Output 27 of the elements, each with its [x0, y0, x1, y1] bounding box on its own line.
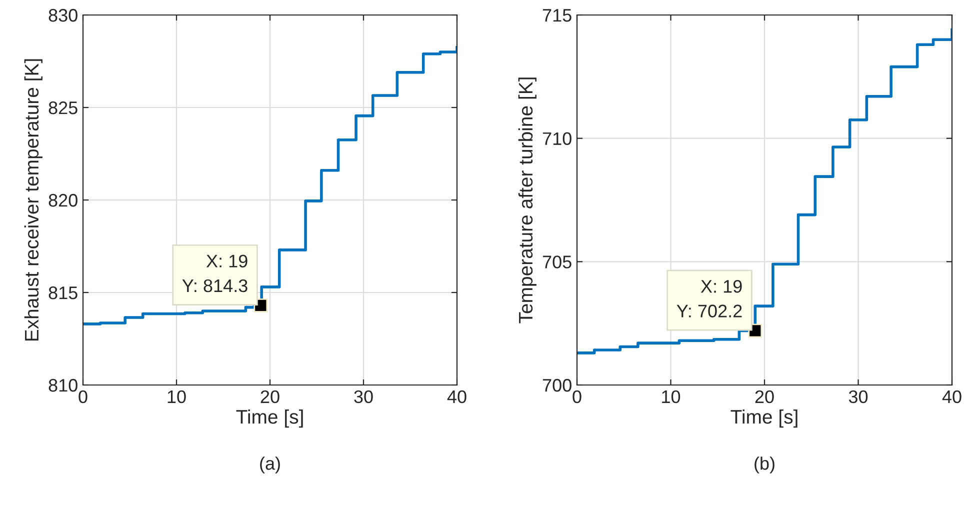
y-tick-label: 830: [48, 8, 78, 22]
text: (b): [754, 456, 774, 474]
x-tick-label: 40: [447, 390, 466, 404]
y-tick-label: 810: [48, 378, 78, 392]
y-tick-label: 705: [542, 256, 572, 268]
y-tick-label: 715: [542, 9, 572, 22]
x-tick-label: 10: [662, 390, 680, 404]
y-tick-label: 815: [48, 286, 78, 300]
text: (a): [260, 456, 280, 474]
x-axis-title: Time [s]: [236, 409, 303, 428]
y-axis-title: Temperature after turbine [K]: [518, 78, 536, 324]
y-axis-title: Exhaust receiver temperature [K]: [24, 59, 42, 341]
x-tick-label: 10: [168, 390, 186, 404]
annotation: X: 19 Y: 702.2: [676, 280, 742, 318]
x-tick-label: 30: [354, 390, 373, 404]
annotation: X: 19 Y: 814.3: [182, 254, 248, 292]
x-tick-label: 0: [78, 390, 88, 404]
x-tick-label: 20: [755, 390, 774, 404]
x-axis-title: Time [s]: [730, 409, 798, 428]
y-tick-label: 820: [48, 194, 78, 207]
x-tick-label: 40: [942, 390, 962, 404]
x-tick-label: 30: [848, 390, 868, 404]
y-tick-label: 710: [542, 132, 572, 146]
y-tick-label: 825: [48, 101, 78, 114]
x-tick-label: 20: [260, 390, 280, 404]
x-tick-label: 0: [572, 390, 582, 404]
y-tick-label: 700: [542, 378, 572, 392]
